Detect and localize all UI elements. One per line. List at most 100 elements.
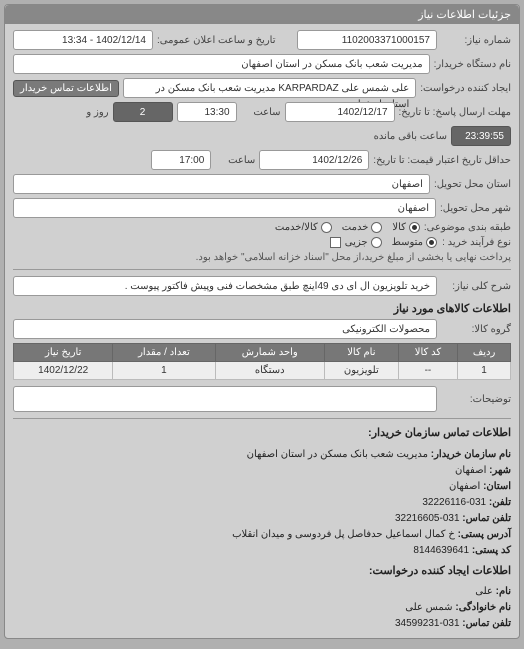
- label-day: روز و: [69, 107, 109, 118]
- td-name: تلویزیون: [324, 362, 398, 380]
- td-qty: 1: [113, 362, 215, 380]
- radio-label-medium: متوسط: [392, 237, 423, 248]
- td-row: 1: [458, 362, 511, 380]
- treasury-note: پرداخت نهایی یا بخشی از مبلغ خرید،از محل…: [196, 252, 511, 263]
- lbl-req-phone: تلفن تماس:: [462, 618, 511, 629]
- val-req-phone: 031-34599231: [395, 618, 460, 629]
- radio-icon: [409, 222, 420, 233]
- radio-label-minor: جزیی: [345, 237, 368, 248]
- row-classification: طبقه بندی موضوعی: کالا خدمت کالا/خدمت: [13, 222, 511, 233]
- td-date: 1402/12/22: [14, 362, 113, 380]
- lbl-contact-province: استان:: [483, 481, 511, 492]
- row-until: حداقل تاریخ اعتبار قیمت: تا تاریخ: 1402/…: [13, 150, 511, 170]
- radio-icon: [321, 222, 332, 233]
- label-public-date: تاریخ و ساعت اعلان عمومی:: [157, 35, 293, 46]
- contact-block: اطلاعات تماس سازمان خریدار: نام سازمان خ…: [13, 425, 511, 632]
- field-city: اصفهان: [13, 198, 436, 218]
- contact-info-button[interactable]: اطلاعات تماس خریدار: [13, 80, 119, 97]
- row-deadline: مهلت ارسال پاسخ: تا تاریخ: 1402/12/17 سا…: [13, 102, 511, 146]
- lbl-postal: کد پستی:: [472, 545, 511, 556]
- field-remain-time: 23:39:55: [451, 126, 511, 146]
- panel-title: جزئیات اطلاعات نیاز: [5, 5, 519, 24]
- requester-title: اطلاعات ایجاد کننده درخواست:: [13, 563, 511, 581]
- field-until-time: 17:00: [151, 150, 211, 170]
- label-goods-group: گروه کالا:: [441, 324, 511, 335]
- val-org: مدیریت شعب بانک مسکن در استان اصفهان: [247, 449, 428, 460]
- table-row[interactable]: 1 -- تلویزیون دستگاه 1 1402/12/22: [14, 362, 511, 380]
- val-phone: 031-32226116: [422, 497, 486, 508]
- th-unit: واحد شمارش: [215, 344, 324, 362]
- radio-khedmat[interactable]: خدمت: [342, 222, 383, 233]
- items-section-title: اطلاعات کالاهای مورد نیاز: [13, 302, 511, 315]
- row-purchase-type: نوع فرآیند خرید : متوسط جزیی پرداخت نهای…: [13, 237, 511, 263]
- radio-icon: [371, 237, 382, 248]
- row-need-no: شماره نیاز: 1102003371000157 تاریخ و ساع…: [13, 30, 511, 50]
- field-deadline-date: 1402/12/17: [285, 102, 395, 122]
- val-name: علی: [475, 586, 493, 597]
- details-panel: جزئیات اطلاعات نیاز شماره نیاز: 11020033…: [4, 4, 520, 639]
- table-header-row: ردیف کد کالا نام کالا واحد شمارش تعداد /…: [14, 344, 511, 362]
- treasury-checkbox[interactable]: [330, 237, 341, 248]
- items-table: ردیف کد کالا نام کالا واحد شمارش تعداد /…: [13, 343, 511, 380]
- lbl-family: نام خانوادگی:: [455, 602, 511, 613]
- field-need-desc: خرید تلویزیون ال ای دی 49اینچ طبق مشخصات…: [13, 276, 437, 296]
- val-fax: 031-32216605: [395, 513, 460, 524]
- field-deadline-time: 13:30: [177, 102, 237, 122]
- radio-label-kala-khedmat: کالا/خدمت: [275, 222, 318, 233]
- label-purchase-type: نوع فرآیند خرید :: [441, 237, 511, 248]
- field-goods-group: محصولات الکترونیکی: [13, 319, 437, 339]
- divider: [13, 269, 511, 270]
- lbl-fax: تلفن تماس:: [462, 513, 511, 524]
- label-buyer-device: نام دستگاه خریدار:: [434, 59, 511, 70]
- divider: [13, 418, 511, 419]
- field-public-date: 1402/12/14 - 13:34: [13, 30, 153, 50]
- field-until-date: 1402/12/26: [259, 150, 369, 170]
- field-remain-days: 2: [113, 102, 173, 122]
- row-need-desc: شرح کلی نیاز: خرید تلویزیون ال ای دی 49ا…: [13, 276, 511, 296]
- radio-minor[interactable]: جزیی: [345, 237, 382, 248]
- val-contact-province: اصفهان: [449, 481, 480, 492]
- label-time-2: ساعت: [215, 155, 255, 166]
- val-contact-city: اصفهان: [455, 465, 486, 476]
- label-notes: توضیحات:: [441, 394, 511, 405]
- td-code: --: [398, 362, 457, 380]
- label-deadline: مهلت ارسال پاسخ: تا تاریخ:: [399, 107, 511, 118]
- radio-kala[interactable]: کالا: [392, 222, 420, 233]
- row-notes: توضیحات:: [13, 386, 511, 412]
- th-date: تاریخ نیاز: [14, 344, 113, 362]
- field-requester: علی شمس علی KARPARDAZ مدیریت شعب بانک مس…: [123, 78, 416, 98]
- radio-medium[interactable]: متوسط: [392, 237, 437, 248]
- label-classification: طبقه بندی موضوعی:: [424, 222, 511, 233]
- th-name: نام کالا: [324, 344, 398, 362]
- row-goods-group: گروه کالا: محصولات الکترونیکی: [13, 319, 511, 339]
- val-postal: 8144639641: [413, 545, 469, 556]
- radio-icon: [426, 237, 437, 248]
- label-time-1: ساعت: [241, 107, 281, 118]
- field-need-no: 1102003371000157: [297, 30, 437, 50]
- row-buyer: نام دستگاه خریدار: مدیریت شعب بانک مسکن …: [13, 54, 511, 74]
- lbl-name: نام:: [496, 586, 511, 597]
- label-city: شهر محل تحویل:: [440, 203, 511, 214]
- td-unit: دستگاه: [215, 362, 324, 380]
- radio-label-kala: کالا: [392, 222, 406, 233]
- row-city: شهر محل تحویل: اصفهان: [13, 198, 511, 218]
- radio-icon: [371, 222, 382, 233]
- val-family: شمس علی: [405, 602, 452, 613]
- label-need-desc: شرح کلی نیاز:: [441, 281, 511, 292]
- th-qty: تعداد / مقدار: [113, 344, 215, 362]
- field-buyer-device: مدیریت شعب بانک مسکن در استان اصفهان: [13, 54, 430, 74]
- th-code: کد کالا: [398, 344, 457, 362]
- label-requester: ایجاد کننده درخواست:: [420, 83, 511, 94]
- purchase-type-radios: متوسط جزیی: [345, 237, 437, 248]
- radio-label-khedmat: خدمت: [342, 222, 369, 233]
- lbl-phone: تلفن:: [489, 497, 511, 508]
- label-province: استان محل تحویل:: [434, 179, 511, 190]
- contact-title: اطلاعات تماس سازمان خریدار:: [13, 425, 511, 443]
- field-notes: [13, 386, 437, 412]
- th-row: ردیف: [458, 344, 511, 362]
- field-province: اصفهان: [13, 174, 430, 194]
- classification-radios: کالا خدمت کالا/خدمت: [275, 222, 420, 233]
- val-addr: خ کمال اسماعیل حدفاصل پل فردوسی و میدان …: [232, 529, 455, 540]
- lbl-addr: آدرس پستی:: [458, 529, 511, 540]
- radio-kala-khedmat[interactable]: کالا/خدمت: [275, 222, 332, 233]
